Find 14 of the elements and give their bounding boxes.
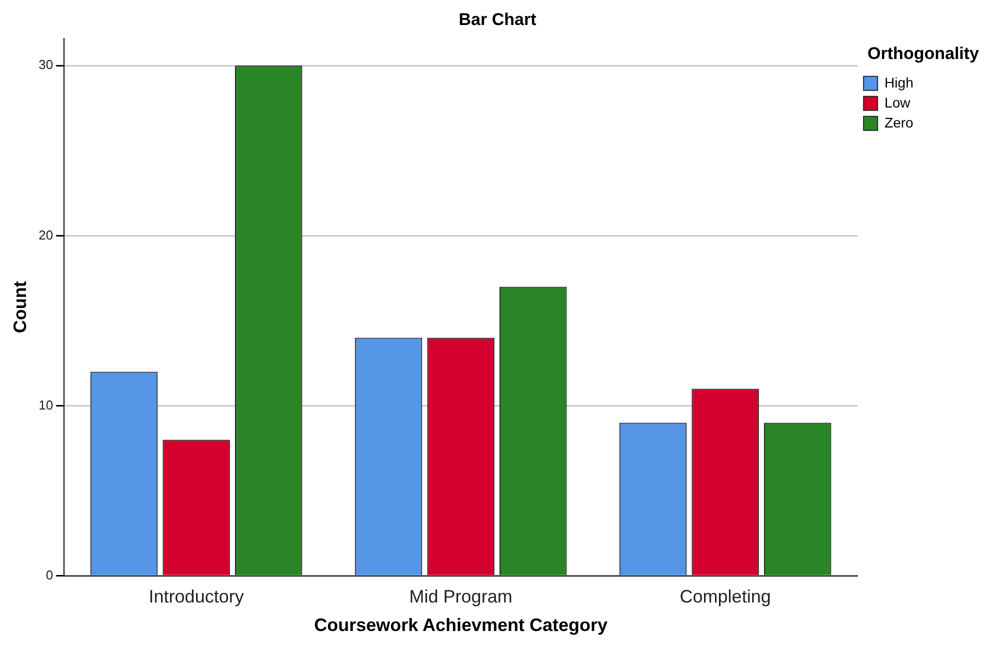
legend-title: Orthogonality: [868, 44, 980, 64]
x-tick-label: Mid Program: [409, 586, 512, 607]
chart-title: Bar Chart: [458, 10, 537, 29]
y-tick-label: 0: [46, 567, 54, 582]
x-tick-label: Completing: [680, 586, 771, 607]
x-axis-title: Coursework Achievment Category: [314, 615, 608, 636]
legend-label: Low: [884, 94, 912, 110]
y-tick-label: 20: [38, 227, 54, 242]
y-tick-label: 10: [38, 397, 54, 412]
y-tick-label: 30: [38, 57, 54, 72]
legend-label: High: [884, 74, 914, 90]
x-tick-label: Introductory: [148, 586, 244, 607]
legend-label: Zero: [884, 114, 914, 130]
y-axis-title: Count: [10, 281, 30, 334]
